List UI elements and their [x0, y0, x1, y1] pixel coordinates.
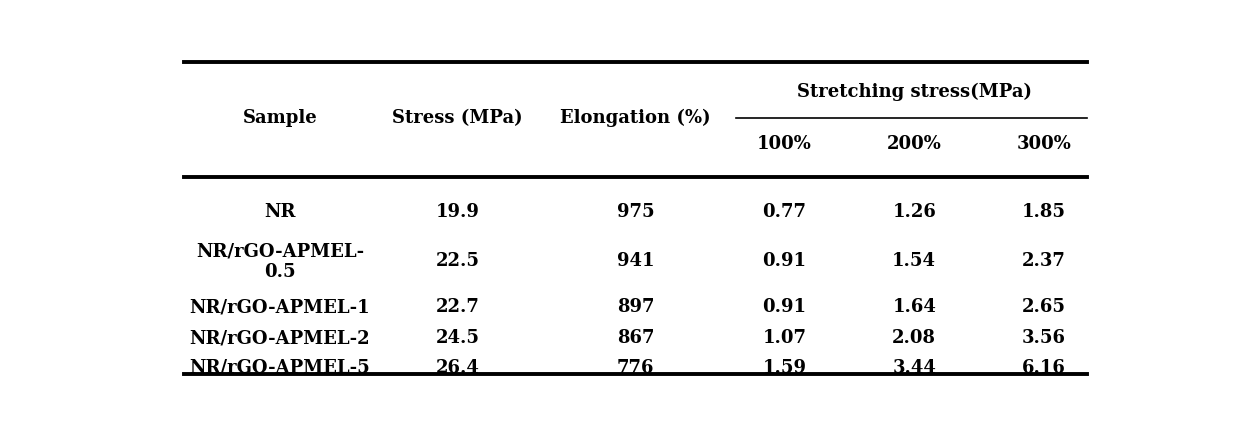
Text: 3.56: 3.56: [1022, 329, 1066, 347]
Text: 3.44: 3.44: [893, 359, 936, 377]
Text: NR/rGO-APMEL-5: NR/rGO-APMEL-5: [190, 359, 371, 377]
Text: 22.5: 22.5: [435, 252, 480, 271]
Text: 1.07: 1.07: [763, 329, 806, 347]
Text: NR/rGO-APMEL-2: NR/rGO-APMEL-2: [190, 329, 371, 347]
Text: 26.4: 26.4: [435, 359, 480, 377]
Text: 941: 941: [616, 252, 655, 271]
Text: 1.26: 1.26: [893, 204, 936, 221]
Text: 2.08: 2.08: [893, 329, 936, 347]
Text: NR/rGO-APMEL-1: NR/rGO-APMEL-1: [190, 298, 371, 316]
Text: 100%: 100%: [756, 135, 812, 153]
Text: 1.59: 1.59: [763, 359, 806, 377]
Text: 19.9: 19.9: [435, 204, 480, 221]
Text: NR/rGO-APMEL-
0.5: NR/rGO-APMEL- 0.5: [196, 242, 365, 281]
Text: Stress (MPa): Stress (MPa): [392, 109, 523, 127]
Text: 897: 897: [616, 298, 655, 316]
Text: 1.54: 1.54: [893, 252, 936, 271]
Text: 200%: 200%: [887, 135, 941, 153]
Text: 0.77: 0.77: [763, 204, 806, 221]
Text: 6.16: 6.16: [1022, 359, 1066, 377]
Text: 975: 975: [616, 204, 655, 221]
Text: 1.85: 1.85: [1022, 204, 1066, 221]
Text: 776: 776: [616, 359, 655, 377]
Text: 24.5: 24.5: [435, 329, 480, 347]
Text: Sample: Sample: [243, 109, 317, 127]
Text: NR: NR: [264, 204, 295, 221]
Text: Elongation (%): Elongation (%): [560, 109, 711, 127]
Text: 867: 867: [616, 329, 655, 347]
Text: 0.91: 0.91: [763, 298, 806, 316]
Text: 1.64: 1.64: [893, 298, 936, 316]
Text: Stretching stress(MPa): Stretching stress(MPa): [796, 83, 1032, 101]
Text: 2.37: 2.37: [1022, 252, 1066, 271]
Text: 22.7: 22.7: [435, 298, 480, 316]
Text: 300%: 300%: [1017, 135, 1071, 153]
Text: 0.91: 0.91: [763, 252, 806, 271]
Text: 2.65: 2.65: [1022, 298, 1066, 316]
